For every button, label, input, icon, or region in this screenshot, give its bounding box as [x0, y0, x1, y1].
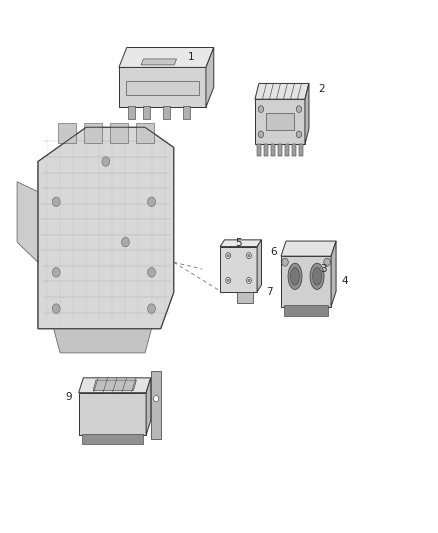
Polygon shape	[119, 47, 214, 67]
Circle shape	[248, 254, 250, 257]
Circle shape	[121, 237, 129, 247]
Polygon shape	[146, 378, 151, 435]
Polygon shape	[119, 67, 206, 107]
Bar	[264, 144, 268, 156]
Polygon shape	[93, 380, 136, 391]
Circle shape	[226, 278, 231, 284]
Polygon shape	[79, 378, 151, 393]
Polygon shape	[255, 99, 305, 144]
Polygon shape	[38, 127, 174, 329]
Bar	[143, 107, 150, 119]
Ellipse shape	[313, 268, 321, 285]
Polygon shape	[237, 288, 256, 292]
Bar	[284, 304, 328, 316]
Text: 9: 9	[66, 392, 72, 402]
Polygon shape	[17, 182, 38, 262]
Polygon shape	[331, 241, 336, 306]
Circle shape	[248, 279, 250, 282]
Text: 7: 7	[266, 287, 272, 297]
Circle shape	[52, 197, 60, 207]
Bar	[285, 144, 289, 156]
Circle shape	[52, 304, 60, 313]
Text: 6: 6	[270, 247, 277, 257]
Text: 2: 2	[318, 84, 325, 94]
Text: 3: 3	[320, 264, 327, 274]
Polygon shape	[257, 240, 261, 292]
Bar	[292, 144, 296, 156]
Text: 4: 4	[342, 276, 349, 286]
Polygon shape	[255, 84, 309, 99]
Circle shape	[247, 278, 251, 284]
Polygon shape	[220, 240, 261, 247]
Bar	[266, 113, 294, 130]
Polygon shape	[53, 329, 152, 353]
Circle shape	[52, 268, 60, 277]
Bar	[152, 372, 161, 439]
Circle shape	[226, 253, 231, 259]
Bar	[57, 123, 76, 143]
Ellipse shape	[288, 263, 302, 289]
Ellipse shape	[290, 268, 300, 285]
Bar	[278, 144, 282, 156]
Polygon shape	[281, 256, 331, 306]
Polygon shape	[79, 393, 146, 435]
Bar	[128, 107, 135, 119]
Circle shape	[154, 395, 159, 402]
Circle shape	[227, 279, 230, 282]
Circle shape	[258, 131, 264, 138]
Circle shape	[247, 253, 251, 259]
Bar	[110, 123, 128, 143]
Circle shape	[148, 304, 155, 313]
Text: 5: 5	[235, 238, 242, 248]
Polygon shape	[141, 59, 177, 65]
Circle shape	[227, 254, 230, 257]
Circle shape	[282, 259, 288, 266]
Polygon shape	[206, 47, 214, 107]
Text: 1: 1	[187, 52, 194, 62]
Bar	[84, 123, 102, 143]
Bar	[184, 107, 190, 119]
Circle shape	[148, 197, 155, 207]
Polygon shape	[220, 247, 257, 292]
Circle shape	[296, 106, 302, 112]
Ellipse shape	[310, 263, 324, 289]
Bar	[299, 144, 303, 156]
Polygon shape	[281, 241, 336, 256]
Circle shape	[324, 259, 330, 266]
Bar	[136, 123, 154, 143]
Circle shape	[148, 268, 155, 277]
Bar	[257, 144, 261, 156]
Circle shape	[102, 157, 110, 166]
Polygon shape	[305, 84, 309, 144]
Circle shape	[296, 131, 302, 138]
Bar	[163, 107, 170, 119]
Polygon shape	[237, 292, 253, 303]
Bar	[82, 434, 143, 443]
Bar	[271, 144, 275, 156]
Bar	[126, 82, 199, 95]
Circle shape	[258, 106, 264, 112]
